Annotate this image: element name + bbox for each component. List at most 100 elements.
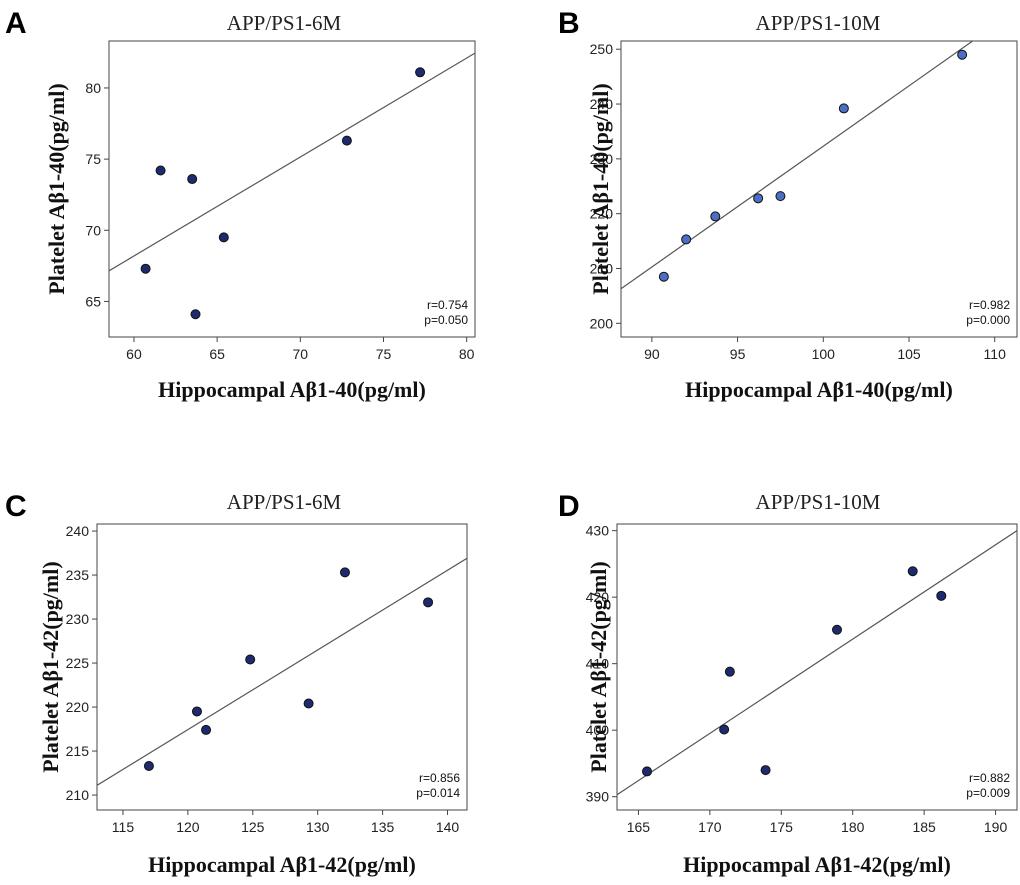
p-value: p=0.014 bbox=[416, 786, 460, 800]
panel-letter: C bbox=[5, 490, 27, 523]
y-tick-label: 220 bbox=[590, 206, 614, 222]
y-tick-label: 215 bbox=[66, 743, 90, 759]
y-tick-label: 80 bbox=[85, 80, 101, 96]
data-point bbox=[155, 165, 166, 176]
y-tick-label: 200 bbox=[590, 315, 614, 331]
panel-c: C APP/PS1-6M 115 120 125 130 135 140 210 215 220 22… bbox=[5, 490, 468, 877]
data-point bbox=[218, 232, 229, 243]
data-point bbox=[760, 765, 771, 776]
y-tick-label: 220 bbox=[66, 699, 90, 715]
regression-line bbox=[97, 557, 467, 786]
y-tick-label: 235 bbox=[66, 567, 90, 583]
panel-letter: A bbox=[5, 7, 27, 40]
y-tick-label: 230 bbox=[66, 611, 90, 627]
x-tick-label: 95 bbox=[730, 346, 746, 362]
y-tick-label: 430 bbox=[586, 523, 610, 539]
y-tick-label: 210 bbox=[66, 787, 90, 803]
p-value: p=0.009 bbox=[966, 786, 1010, 800]
x-tick-label: 175 bbox=[770, 819, 794, 835]
plot-frame bbox=[620, 40, 1018, 338]
x-tick-label: 70 bbox=[293, 346, 309, 362]
x-axis-label: Hippocampal Aβ1-40(pg/ml) bbox=[158, 377, 426, 402]
data-point bbox=[681, 234, 692, 245]
x-tick-label: 110 bbox=[984, 346, 1007, 362]
y-tick-label: 210 bbox=[590, 260, 614, 276]
x-axis-label: Hippocampal Aβ1-42(pg/ml) bbox=[683, 852, 951, 877]
y-tick-label: 225 bbox=[66, 655, 90, 671]
plot-frame bbox=[108, 40, 476, 338]
panel-b: B APP/PS1-10M 90 95 100 105 110 200 210 220 230 240… bbox=[558, 7, 1018, 402]
data-point bbox=[957, 49, 968, 60]
x-tick-label: 190 bbox=[984, 819, 1008, 835]
p-value: p=0.000 bbox=[966, 313, 1010, 327]
y-tick-label: 390 bbox=[586, 789, 610, 805]
x-tick-label: 140 bbox=[436, 819, 460, 835]
data-point bbox=[245, 654, 256, 665]
y-tick-label: 400 bbox=[586, 722, 610, 738]
x-axis-label: Hippocampal Aβ1-40(pg/ml) bbox=[685, 377, 953, 402]
data-point bbox=[339, 567, 350, 578]
regression-line bbox=[109, 52, 475, 272]
data-point bbox=[341, 135, 352, 146]
y-tick-label: 240 bbox=[590, 96, 614, 112]
panel-letter: D bbox=[558, 490, 580, 523]
regression-line bbox=[617, 530, 1017, 796]
panel-letter: B bbox=[558, 7, 580, 40]
data-point bbox=[415, 67, 426, 78]
data-point bbox=[936, 590, 947, 601]
x-tick-label: 100 bbox=[812, 346, 836, 362]
data-point bbox=[190, 309, 201, 320]
x-tick-label: 135 bbox=[371, 819, 395, 835]
chart-title: APP/PS1-6M bbox=[227, 490, 342, 514]
data-point bbox=[832, 624, 842, 635]
y-tick-label: 70 bbox=[85, 222, 101, 238]
plot-frame bbox=[616, 523, 1018, 811]
plot-frame bbox=[96, 523, 468, 811]
x-tick-label: 60 bbox=[126, 346, 142, 362]
correlation-r: r=0.856 bbox=[419, 771, 460, 785]
data-point bbox=[303, 698, 314, 709]
correlation-r: r=0.754 bbox=[427, 298, 468, 312]
x-tick-label: 65 bbox=[209, 346, 225, 362]
data-point bbox=[838, 103, 849, 114]
y-tick-label: 75 bbox=[85, 151, 101, 167]
data-point bbox=[719, 724, 730, 735]
y-axis-label: Platelet Aβ1-40(pg/ml) bbox=[588, 83, 613, 294]
data-point bbox=[775, 191, 786, 202]
data-point bbox=[423, 597, 434, 608]
data-point bbox=[753, 193, 764, 204]
y-tick-label: 230 bbox=[590, 151, 614, 167]
x-tick-label: 185 bbox=[912, 819, 936, 835]
x-tick-label: 125 bbox=[241, 819, 265, 835]
y-axis-label: Platelet Aβ1-42(pg/ml) bbox=[38, 561, 63, 772]
chart-title: APP/PS1-10M bbox=[756, 490, 881, 514]
y-tick-label: 65 bbox=[85, 293, 101, 309]
data-point bbox=[710, 211, 721, 222]
data-point bbox=[187, 174, 198, 185]
data-point bbox=[191, 706, 202, 717]
x-tick-label: 80 bbox=[459, 346, 475, 362]
correlation-r: r=0.882 bbox=[969, 771, 1010, 785]
x-tick-label: 130 bbox=[306, 819, 330, 835]
y-tick-label: 240 bbox=[66, 523, 90, 539]
y-tick-label: 420 bbox=[586, 589, 610, 605]
chart-title: APP/PS1-10M bbox=[756, 11, 881, 35]
x-tick-label: 180 bbox=[841, 819, 865, 835]
correlation-r: r=0.982 bbox=[969, 298, 1010, 312]
data-point bbox=[642, 766, 652, 777]
data-point bbox=[724, 666, 735, 677]
data-point bbox=[143, 761, 154, 771]
x-tick-label: 75 bbox=[376, 346, 392, 362]
chart-title: APP/PS1-6M bbox=[227, 11, 342, 35]
x-tick-label: 120 bbox=[176, 819, 200, 835]
x-tick-label: 105 bbox=[897, 346, 921, 362]
y-axis-label: Platelet Aβ1-40(pg/ml) bbox=[44, 83, 69, 294]
x-tick-label: 165 bbox=[627, 819, 651, 835]
x-tick-label: 170 bbox=[698, 819, 722, 835]
panel-a: A APP/PS1-6M 60 65 70 75 80 65 70 75 80 r=0.754p=0.… bbox=[5, 7, 476, 402]
data-point bbox=[201, 724, 212, 735]
panel-d: D APP/PS1-10M 165 170 175 180 185 190 390 400 410 4… bbox=[558, 490, 1018, 877]
x-axis-label: Hippocampal Aβ1-42(pg/ml) bbox=[148, 852, 416, 877]
x-tick-label: 90 bbox=[644, 346, 660, 362]
